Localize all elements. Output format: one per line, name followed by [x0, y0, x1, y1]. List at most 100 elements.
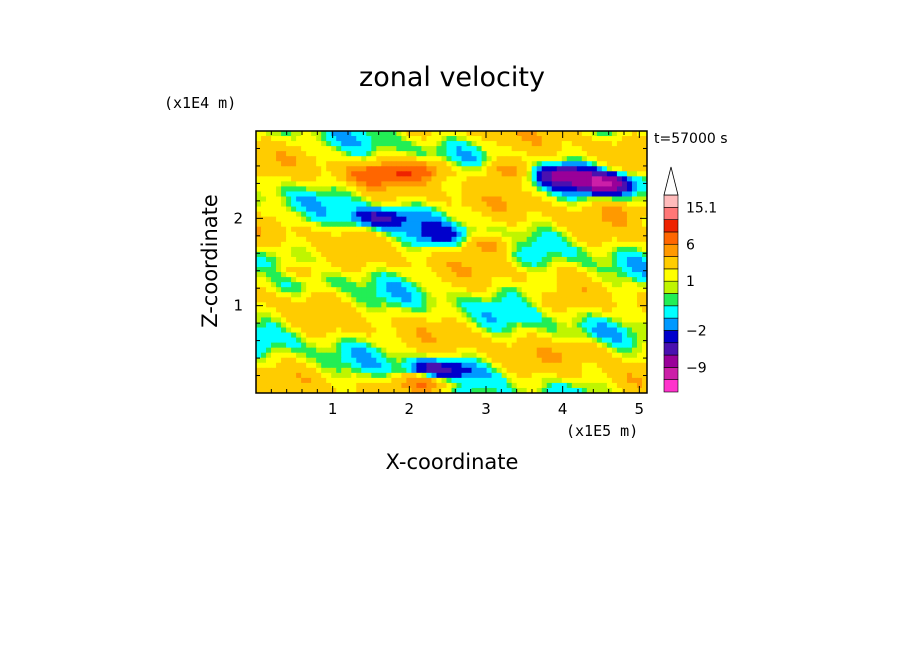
- field-cell: [281, 272, 287, 278]
- field-cell: [381, 337, 387, 344]
- field-cell: [281, 322, 287, 329]
- field-cell: [386, 282, 392, 288]
- field-cell: [556, 171, 563, 177]
- field-cell: [361, 347, 367, 354]
- field-cell: [256, 216, 262, 223]
- field-cell: [376, 362, 382, 369]
- field-cell: [256, 191, 262, 198]
- field-cell: [531, 292, 538, 298]
- field-cell: [461, 216, 468, 223]
- field-cell: [491, 317, 498, 324]
- field-cell: [536, 186, 543, 193]
- field-cell: [266, 327, 272, 334]
- field-cell: [566, 156, 573, 162]
- field-cell: [266, 267, 272, 273]
- field-cell: [551, 161, 558, 167]
- field-cell: [631, 302, 638, 308]
- field-cell: [616, 272, 623, 278]
- field-cell: [556, 327, 563, 334]
- field-cell: [341, 267, 347, 273]
- field-cell: [346, 367, 352, 374]
- field-cell: [471, 151, 478, 157]
- field-cell: [536, 236, 543, 243]
- field-cell: [436, 287, 443, 293]
- field-cell: [631, 236, 638, 243]
- field-cell: [421, 206, 428, 213]
- field-cell: [636, 382, 643, 389]
- field-cell: [466, 327, 473, 334]
- field-cell: [311, 302, 317, 308]
- field-cell: [451, 176, 458, 182]
- field-cell: [631, 256, 638, 263]
- field-cell: [321, 141, 327, 147]
- field-cell: [301, 382, 307, 389]
- field-cell: [296, 327, 302, 334]
- field-cell: [546, 387, 553, 393]
- field-cell: [621, 307, 628, 313]
- field-cell: [256, 367, 262, 374]
- field-cell: [466, 312, 473, 319]
- field-cell: [476, 362, 483, 369]
- field-cell: [626, 287, 633, 293]
- field-cell: [561, 317, 568, 324]
- field-cell: [311, 136, 317, 142]
- field-cell: [481, 221, 488, 228]
- field-cell: [296, 226, 302, 233]
- field-cell: [276, 251, 282, 258]
- field-cell: [326, 216, 332, 223]
- field-cell: [326, 161, 332, 167]
- field-cell: [496, 317, 503, 324]
- field-cell: [501, 377, 508, 384]
- field-cell: [426, 277, 433, 283]
- field-cell: [281, 156, 287, 162]
- field-cell: [586, 206, 593, 213]
- field-cell: [496, 367, 503, 374]
- field-cell: [341, 161, 347, 167]
- field-cell: [501, 272, 508, 278]
- field-cell: [631, 231, 638, 238]
- field-cell: [461, 251, 468, 258]
- field-cell: [526, 272, 533, 278]
- field-cell: [551, 372, 558, 379]
- field-cell: [441, 387, 448, 393]
- colorbar-swatch: [663, 367, 679, 380]
- field-cell: [586, 367, 593, 374]
- field-cell: [366, 226, 372, 233]
- field-cell: [601, 246, 608, 253]
- field-cell: [506, 151, 513, 157]
- field-cell: [596, 362, 603, 369]
- field-cell: [396, 156, 402, 162]
- field-cell: [561, 206, 568, 213]
- field-cell: [606, 327, 613, 334]
- field-cell: [561, 201, 568, 208]
- field-cell: [556, 352, 563, 359]
- field-cell: [386, 292, 392, 298]
- field-cell: [261, 201, 267, 208]
- field-cell: [576, 216, 583, 223]
- field-cell: [546, 292, 553, 298]
- field-cell: [526, 282, 533, 288]
- field-cell: [356, 221, 362, 228]
- field-cell: [551, 146, 558, 152]
- field-cell: [486, 327, 493, 334]
- field-cell: [531, 382, 538, 389]
- field-cell: [501, 166, 508, 172]
- field-cell: [266, 156, 272, 162]
- field-cell: [396, 206, 402, 213]
- field-cell: [461, 292, 468, 298]
- field-cell: [366, 256, 372, 263]
- field-cell: [416, 302, 423, 308]
- field-cell: [601, 256, 608, 263]
- field-cell: [351, 292, 357, 298]
- field-cell: [256, 231, 262, 238]
- field-cell: [601, 307, 608, 313]
- field-cell: [496, 206, 503, 213]
- field-cell: [291, 251, 297, 258]
- field-cell: [631, 191, 638, 198]
- field-cell: [276, 302, 282, 308]
- field-cell: [321, 246, 327, 253]
- field-cell: [536, 277, 543, 283]
- field-cell: [626, 347, 633, 354]
- field-cell: [321, 262, 327, 268]
- field-cell: [636, 141, 643, 147]
